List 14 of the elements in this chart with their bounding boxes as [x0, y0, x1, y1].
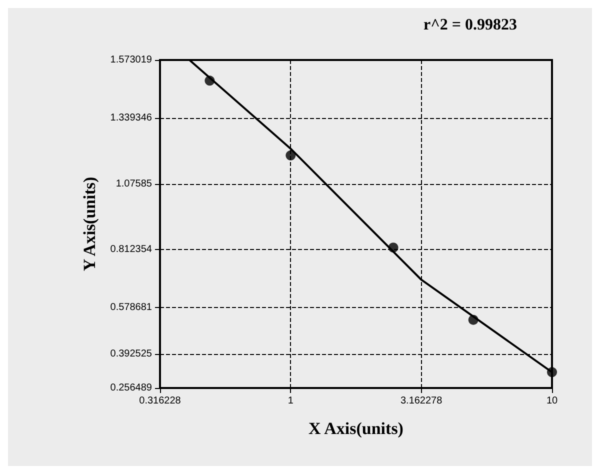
y-tick-label: 1.573019: [110, 54, 152, 66]
x-axis-title: X Axis(units): [308, 419, 404, 438]
y-tick-label: 1.07585: [116, 178, 152, 190]
y-tick-label: 0.256489: [110, 382, 152, 394]
y-axis-title: Y Axis(units): [80, 176, 99, 272]
x-tick-label: 10: [546, 396, 558, 406]
chart-title: r^2 = 0.99823: [423, 16, 517, 34]
x-tick-label: 1: [288, 396, 294, 406]
x-tick-label: 0.316228: [139, 396, 182, 406]
y-tick-label: 1.339346: [110, 112, 152, 124]
y-tick-label: 0.578681: [110, 302, 152, 314]
x-tick-label: 3.162278: [400, 396, 443, 406]
y-tick-label: 0.812354: [110, 244, 152, 256]
y-tick-label: 0.392525: [110, 348, 152, 360]
